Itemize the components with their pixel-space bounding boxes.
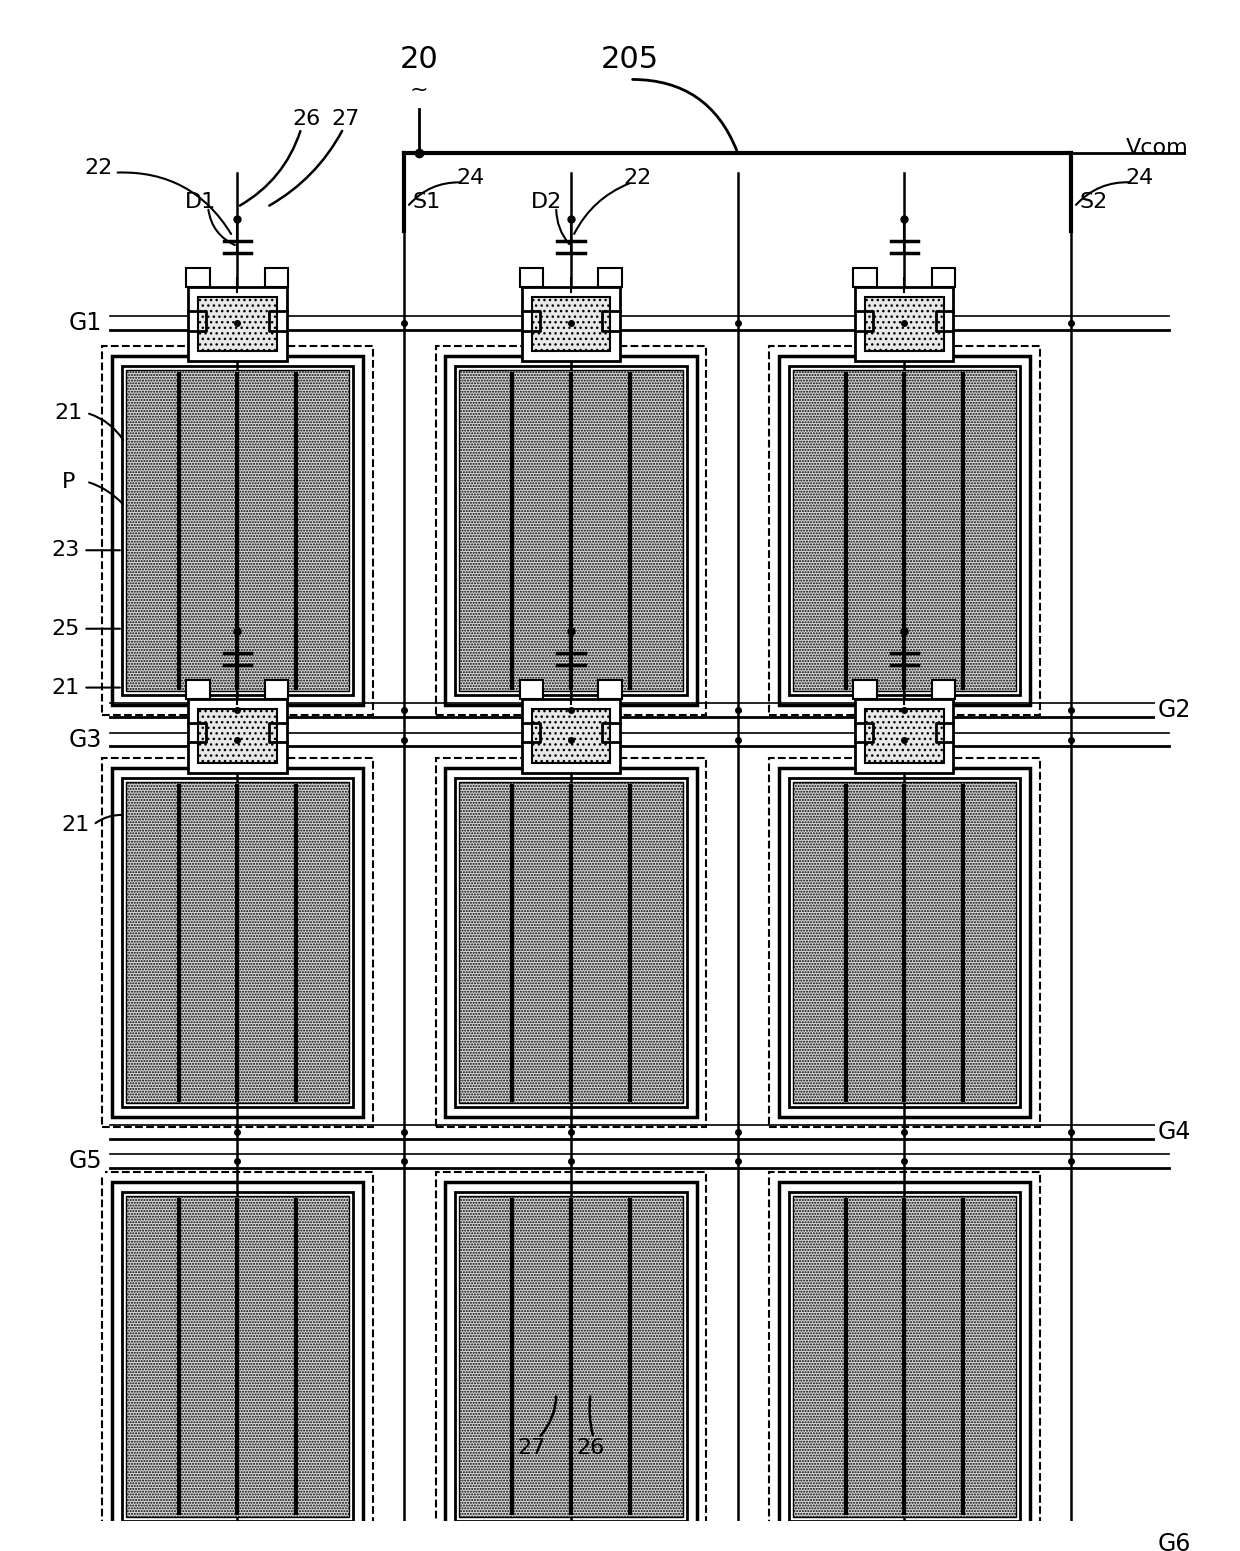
Bar bbox=[455, 1191, 687, 1522]
Text: 27: 27 bbox=[331, 109, 360, 129]
Bar bbox=[435, 1173, 707, 1540]
Bar bbox=[532, 1535, 610, 1551]
Bar bbox=[779, 768, 1030, 1117]
Text: 26: 26 bbox=[291, 109, 320, 129]
Text: 22: 22 bbox=[84, 158, 113, 178]
Bar bbox=[932, 268, 956, 287]
Bar bbox=[435, 758, 707, 1128]
Bar bbox=[792, 369, 1017, 692]
Bar bbox=[125, 369, 350, 692]
Text: G5: G5 bbox=[68, 1149, 102, 1173]
Bar bbox=[188, 287, 286, 361]
Bar bbox=[445, 357, 697, 706]
Bar bbox=[789, 366, 1021, 695]
Bar bbox=[769, 1173, 1040, 1540]
Text: 25: 25 bbox=[52, 619, 81, 639]
Bar bbox=[188, 1526, 286, 1551]
Text: G1: G1 bbox=[68, 310, 102, 335]
Text: 23: 23 bbox=[52, 540, 79, 560]
Bar bbox=[866, 709, 944, 763]
Bar bbox=[769, 346, 1040, 715]
Bar bbox=[856, 1526, 954, 1551]
Bar bbox=[125, 1196, 350, 1517]
Bar bbox=[856, 287, 954, 361]
Bar bbox=[265, 268, 289, 287]
Bar bbox=[779, 1182, 1030, 1531]
Bar bbox=[779, 357, 1030, 706]
Text: 24: 24 bbox=[456, 168, 485, 188]
Bar bbox=[455, 366, 687, 695]
Bar bbox=[112, 357, 363, 706]
Text: 26: 26 bbox=[577, 1438, 605, 1458]
Text: 22: 22 bbox=[624, 168, 652, 188]
Bar bbox=[853, 679, 877, 700]
Bar bbox=[265, 679, 289, 700]
Text: 21: 21 bbox=[52, 678, 79, 698]
Bar bbox=[932, 679, 956, 700]
Bar bbox=[522, 287, 620, 361]
Bar bbox=[769, 758, 1040, 1128]
Text: D1: D1 bbox=[185, 192, 216, 212]
Text: S1: S1 bbox=[412, 192, 440, 212]
Bar bbox=[866, 298, 944, 351]
Text: 21: 21 bbox=[62, 814, 89, 834]
Text: D2: D2 bbox=[531, 192, 562, 212]
Text: 21: 21 bbox=[55, 403, 83, 423]
Bar bbox=[455, 777, 687, 1107]
Text: 20: 20 bbox=[399, 45, 438, 74]
Text: 24: 24 bbox=[1126, 168, 1154, 188]
Bar bbox=[520, 679, 543, 700]
Text: G3: G3 bbox=[68, 727, 102, 752]
Bar bbox=[102, 346, 373, 715]
Bar bbox=[186, 268, 210, 287]
Text: 27: 27 bbox=[517, 1438, 546, 1458]
Bar bbox=[112, 1182, 363, 1531]
Bar bbox=[599, 679, 622, 700]
Text: ~: ~ bbox=[409, 79, 428, 99]
Bar bbox=[532, 709, 610, 763]
Bar bbox=[122, 1191, 353, 1522]
Bar bbox=[198, 298, 277, 351]
Bar bbox=[445, 768, 697, 1117]
Bar bbox=[532, 298, 610, 351]
Bar bbox=[459, 782, 683, 1103]
Bar bbox=[198, 709, 277, 763]
Bar bbox=[599, 268, 622, 287]
Bar bbox=[125, 782, 350, 1103]
Bar bbox=[853, 268, 877, 287]
Text: 205: 205 bbox=[600, 45, 658, 74]
Bar bbox=[198, 1535, 277, 1551]
Bar bbox=[522, 1526, 620, 1551]
Text: S2: S2 bbox=[1079, 192, 1107, 212]
Bar bbox=[522, 700, 620, 772]
Bar bbox=[188, 700, 286, 772]
Bar bbox=[866, 1535, 944, 1551]
Bar bbox=[102, 1173, 373, 1540]
Text: G2: G2 bbox=[1157, 698, 1190, 723]
Bar bbox=[102, 758, 373, 1128]
Text: G4: G4 bbox=[1157, 1120, 1190, 1145]
Bar bbox=[122, 366, 353, 695]
Bar bbox=[856, 700, 954, 772]
Bar bbox=[112, 768, 363, 1117]
Bar bbox=[459, 1196, 683, 1517]
Bar bbox=[445, 1182, 697, 1531]
Bar bbox=[435, 346, 707, 715]
Text: P: P bbox=[62, 472, 76, 492]
Bar bbox=[459, 369, 683, 692]
Bar bbox=[122, 777, 353, 1107]
Bar bbox=[789, 777, 1021, 1107]
Bar bbox=[520, 268, 543, 287]
Bar bbox=[186, 679, 210, 700]
Bar bbox=[792, 1196, 1017, 1517]
Bar bbox=[792, 782, 1017, 1103]
Bar bbox=[789, 1191, 1021, 1522]
Text: G6: G6 bbox=[1157, 1532, 1190, 1551]
Text: Vcom: Vcom bbox=[1126, 138, 1189, 158]
